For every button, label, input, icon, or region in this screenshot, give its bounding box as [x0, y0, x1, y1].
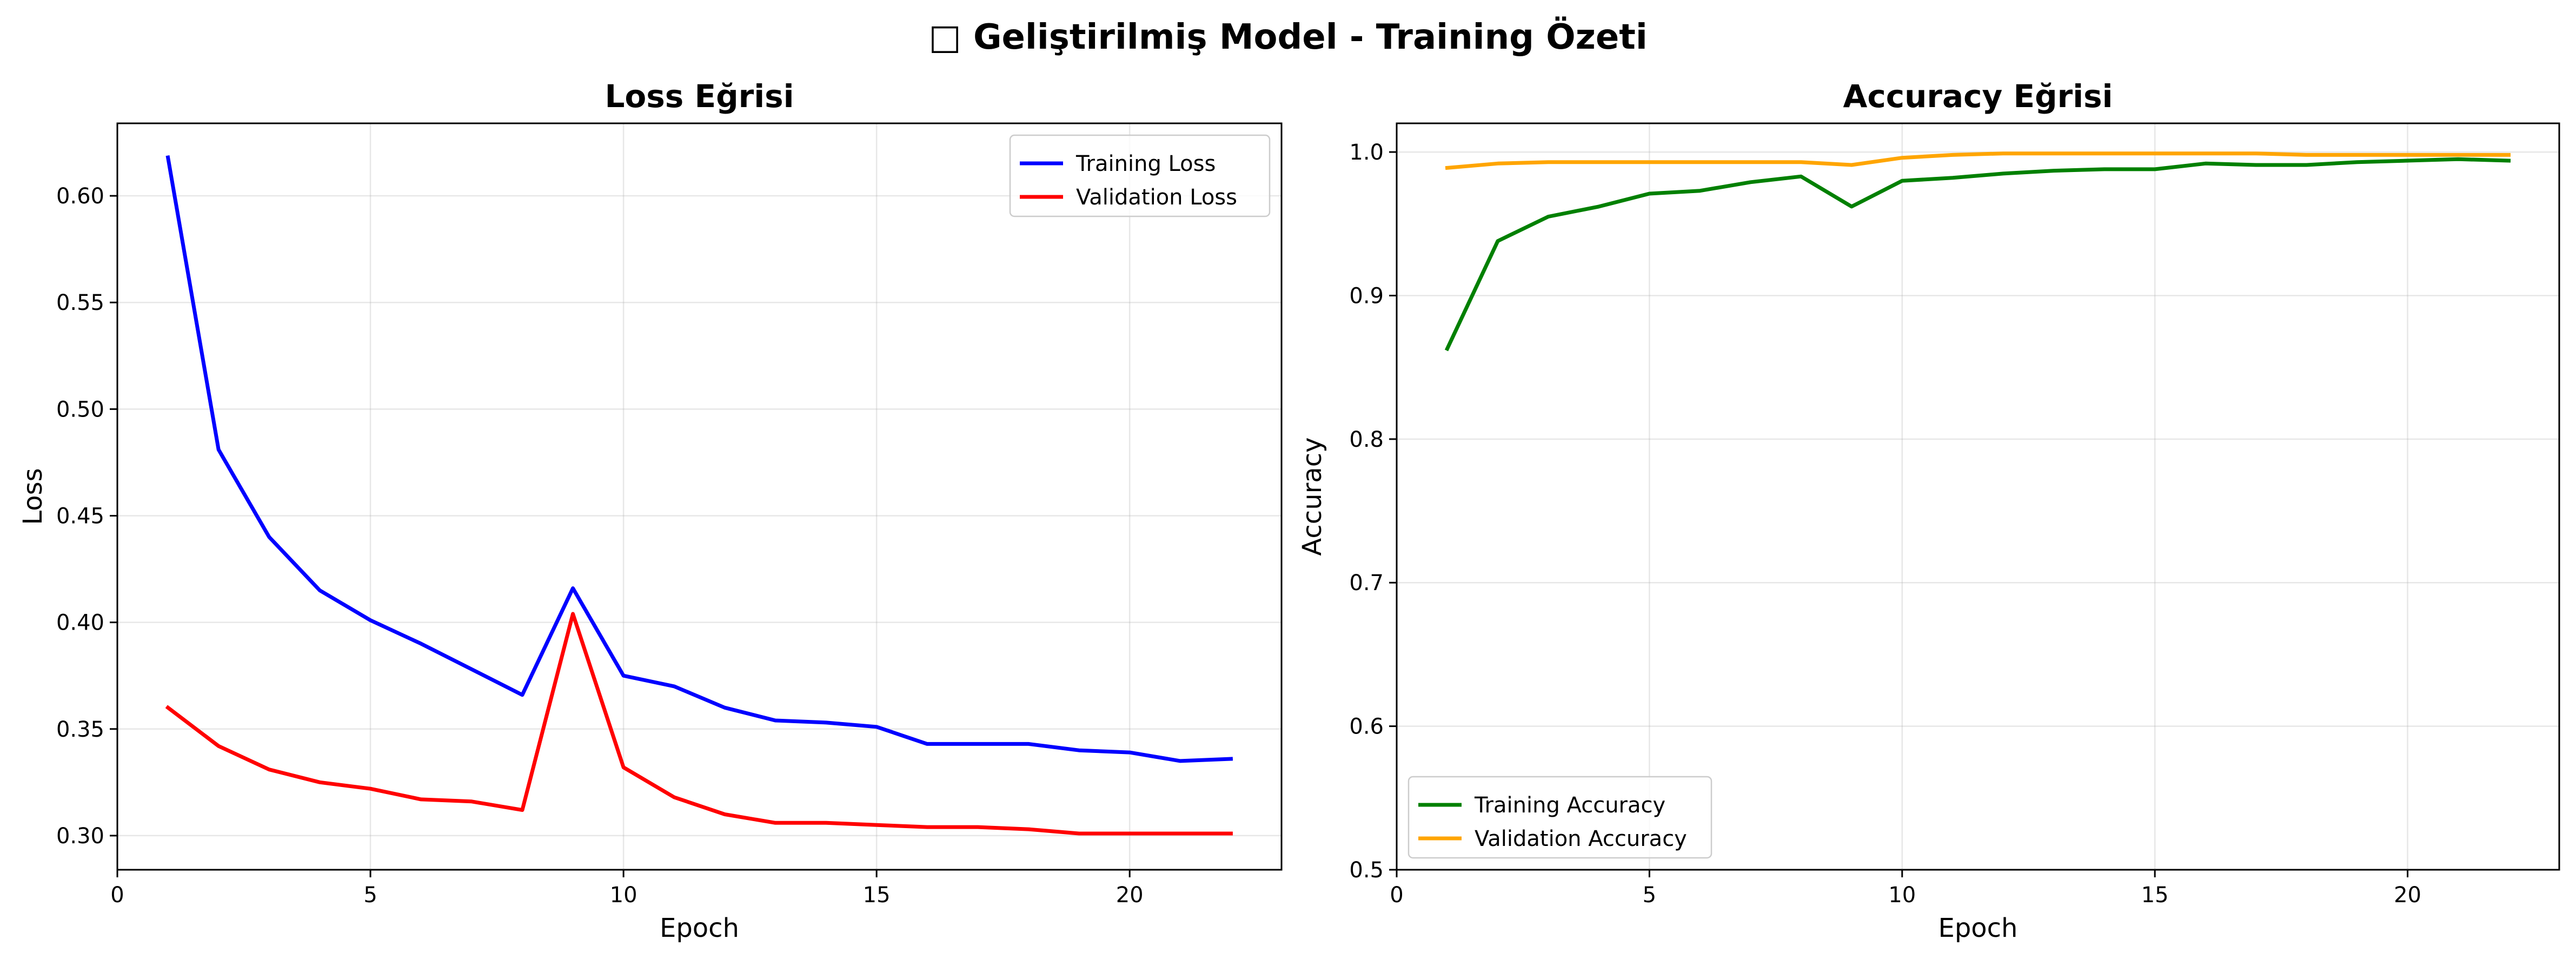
legend-box	[1009, 134, 1271, 217]
y-tick-label: 0.45	[56, 504, 104, 528]
training-accuracy-legend-label: Training Accuracy	[1474, 793, 1665, 818]
y-tick-label: 0.7	[1349, 571, 1384, 596]
y-tick-label: 0.9	[1349, 283, 1384, 308]
plot-frame	[1396, 122, 2560, 871]
x-tick-label: 0	[1390, 883, 1403, 908]
legend: Training Loss Validation Loss	[1009, 134, 1271, 217]
x-tick-label: 15	[863, 883, 891, 908]
chart-title: Accuracy Eğrisi	[1843, 78, 2113, 115]
y-axis-label: Loss	[18, 468, 48, 525]
y-axis-label: Accuracy	[1297, 437, 1327, 555]
x-tick-label: 5	[363, 883, 377, 908]
training-loss-legend-label: Training Loss	[1075, 151, 1216, 176]
training-accuracy-line	[1444, 157, 2511, 352]
accuracy-chart: 0 5 10 15 20 0.5 0.6 0.7 0.8 0.9 1.0 Accuracy Eğris…	[1297, 78, 2560, 943]
y-tick-label: 0.40	[56, 611, 104, 636]
y-tick-label: 1.0	[1349, 140, 1384, 165]
x-axis-label: Epoch	[1938, 913, 2018, 943]
x-tick-label: 10	[610, 883, 638, 908]
validation-loss-line	[165, 612, 1233, 836]
x-tick-label: 5	[1643, 883, 1656, 908]
legend-box	[1407, 776, 1712, 859]
x-axis-label: Epoch	[660, 913, 739, 943]
y-tick-label: 0.6	[1349, 715, 1384, 739]
y-tick-label: 0.8	[1349, 427, 1384, 452]
x-tick-label: 20	[2394, 883, 2421, 908]
validation-accuracy-legend-label: Validation Accuracy	[1475, 826, 1687, 851]
validation-accuracy-line	[1445, 151, 2511, 170]
figure-title: □ Geliştirilmiş Model - Training Özeti	[928, 16, 1648, 57]
plot-frame	[116, 122, 1283, 871]
loss-chart: 0 5 10 15 20 0.30 0.35 0.40 0.45 0.50 0.55 0.60 Loss…	[18, 78, 1283, 943]
x-tick-label: 0	[110, 883, 124, 908]
validation-loss-legend-label: Validation Loss	[1076, 185, 1237, 210]
x-tick-label: 15	[2141, 883, 2169, 908]
y-tick-label: 0.60	[56, 184, 104, 209]
y-tick-label: 0.35	[56, 717, 104, 742]
legend: Training Accuracy Validation Accuracy	[1407, 776, 1712, 859]
x-tick-label: 10	[1888, 883, 1916, 908]
y-tick-label: 0.30	[56, 824, 104, 849]
y-tick-label: 0.55	[56, 290, 104, 315]
y-tick-label: 0.5	[1349, 858, 1384, 883]
chart-title: Loss Eğrisi	[605, 78, 794, 115]
x-tick-label: 20	[1116, 883, 1144, 908]
training-loss-line	[165, 155, 1233, 763]
y-tick-label: 0.50	[56, 397, 104, 422]
